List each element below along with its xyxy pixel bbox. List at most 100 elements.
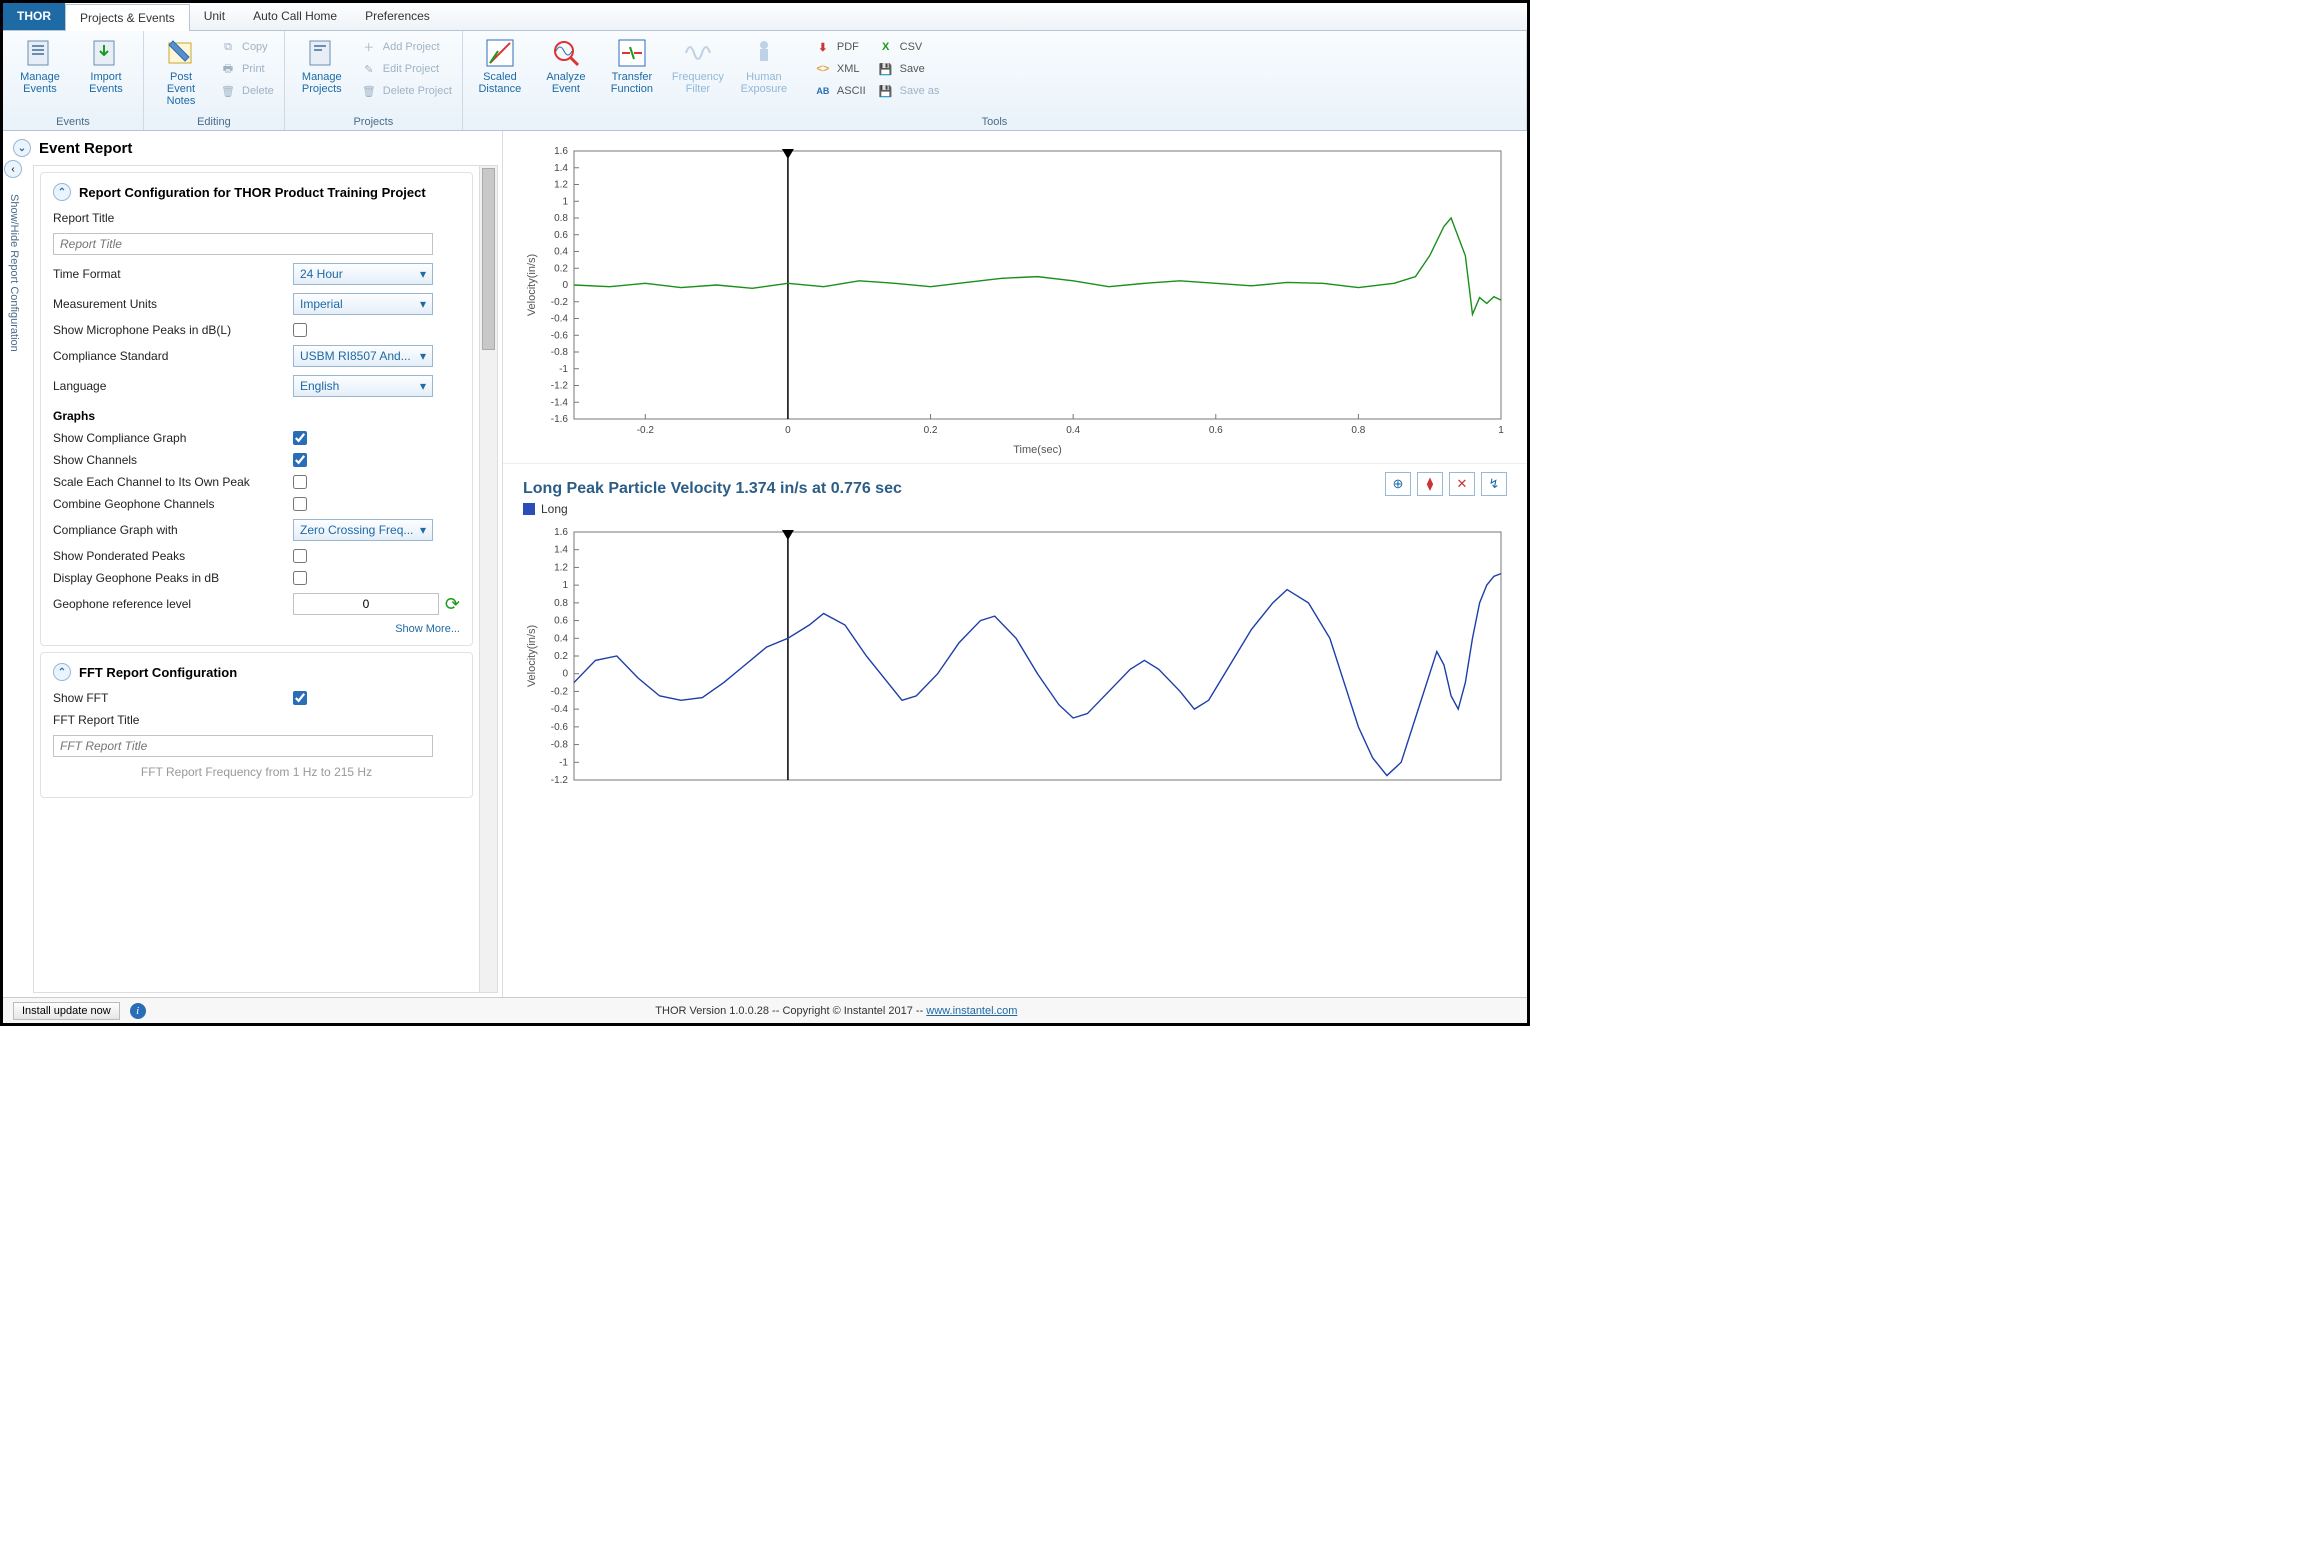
section-title-2: FFT Report Configuration	[79, 665, 237, 680]
manage-projects-button[interactable]: Manage Projects	[291, 33, 353, 99]
svg-text:-0.2: -0.2	[551, 297, 569, 308]
edit-project-button[interactable]: ✎Edit Project	[357, 59, 456, 79]
svg-text:-0.2: -0.2	[551, 686, 569, 697]
svg-text:0.4: 0.4	[1066, 425, 1080, 436]
refresh-icon[interactable]: ⟳	[445, 594, 460, 615]
display-db-checkbox[interactable]	[293, 571, 307, 585]
pdf-icon: ⬇	[815, 39, 831, 55]
show-fft-checkbox[interactable]	[293, 691, 307, 705]
side-collapse-button[interactable]: ‹	[4, 160, 22, 178]
svg-text:1.2: 1.2	[554, 180, 568, 191]
combine-checkbox[interactable]	[293, 497, 307, 511]
fft-freq-hint: FFT Report Frequency from 1 Hz to 215 Hz	[141, 765, 372, 779]
save-as-button[interactable]: 💾Save as	[874, 81, 944, 101]
svg-text:-1.2: -1.2	[551, 381, 569, 392]
mic-peaks-label: Show Microphone Peaks in dB(L)	[53, 323, 293, 337]
tab-preferences[interactable]: Preferences	[351, 3, 444, 30]
svg-text:1: 1	[562, 196, 568, 207]
ribbon: Manage Events Import Events Events Post …	[3, 31, 1527, 131]
xml-button[interactable]: <>XML	[811, 59, 870, 79]
transfer-function-button[interactable]: Transfer Function	[601, 33, 663, 99]
svg-text:0.8: 0.8	[554, 598, 568, 609]
analyze-event-button[interactable]: Analyze Event	[535, 33, 597, 99]
info-icon[interactable]: i	[130, 1003, 146, 1019]
chart-velocity-1: -1.6-1.4-1.2-1-0.8-0.6-0.4-0.200.20.40.6…	[519, 139, 1511, 459]
show-compliance-checkbox[interactable]	[293, 431, 307, 445]
instantel-link[interactable]: www.instantel.com	[926, 1005, 1017, 1017]
install-update-button[interactable]: Install update now	[13, 1002, 120, 1020]
report-title-input[interactable]	[53, 233, 433, 255]
scaled-distance-button[interactable]: Scaled Distance	[469, 33, 531, 99]
chart-toolbar: ⊕ ⧫ ✕ ↯	[1385, 472, 1507, 496]
save-button[interactable]: 💾Save	[874, 59, 944, 79]
svg-text:-0.8: -0.8	[551, 740, 569, 751]
show-channels-checkbox[interactable]	[293, 453, 307, 467]
time-format-dropdown[interactable]: 24 Hour	[293, 263, 433, 285]
cg-with-dropdown[interactable]: Zero Crossing Freq...	[293, 519, 433, 541]
add-project-button[interactable]: ＋Add Project	[357, 37, 456, 57]
copy-icon: ⧉	[220, 39, 236, 55]
frequency-filter-button[interactable]: Frequency Filter	[667, 33, 729, 99]
scale-each-checkbox[interactable]	[293, 475, 307, 489]
svg-text:-0.4: -0.4	[551, 704, 569, 715]
ref-level-input[interactable]	[293, 593, 439, 615]
compliance-label: Compliance Standard	[53, 349, 293, 363]
zoom-in-button[interactable]: ⊕	[1385, 472, 1411, 496]
csv-button[interactable]: XCSV	[874, 37, 944, 57]
svg-text:-0.8: -0.8	[551, 347, 569, 358]
chart-tool-4[interactable]: ↯	[1481, 472, 1507, 496]
chart-tool-3[interactable]: ✕	[1449, 472, 1475, 496]
language-dropdown[interactable]: English	[293, 375, 433, 397]
compliance-dropdown[interactable]: USBM RI8507 And...	[293, 345, 433, 367]
ponderated-checkbox[interactable]	[293, 549, 307, 563]
svg-text:0: 0	[562, 280, 568, 291]
show-more-link[interactable]: Show More...	[53, 623, 460, 635]
trash-icon: 🗑	[220, 83, 236, 99]
ascii-button[interactable]: ABASCII	[811, 81, 870, 101]
tab-unit[interactable]: Unit	[190, 3, 239, 30]
app-menu[interactable]: THOR	[3, 3, 65, 30]
human-exposure-button[interactable]: Human Exposure	[733, 33, 795, 99]
svg-text:-1.4: -1.4	[551, 397, 569, 408]
print-button[interactable]: 🖶Print	[216, 59, 278, 79]
chart-velocity-2: -1.2-1-0.8-0.6-0.4-0.200.20.40.60.811.21…	[519, 520, 1511, 800]
svg-text:0.2: 0.2	[924, 425, 938, 436]
version-text: THOR Version 1.0.0.28 -- Copyright © Ins…	[655, 1005, 926, 1017]
chart-tool-2[interactable]: ⧫	[1417, 472, 1443, 496]
group-label-editing: Editing	[150, 114, 278, 128]
post-event-notes-button[interactable]: Post Event Notes	[150, 33, 212, 111]
show-compliance-label: Show Compliance Graph	[53, 431, 293, 445]
mic-peaks-checkbox[interactable]	[293, 323, 307, 337]
show-fft-label: Show FFT	[53, 691, 293, 705]
print-icon: 🖶	[220, 61, 236, 77]
display-db-label: Display Geophone Peaks in dB	[53, 571, 293, 585]
page-title: Event Report	[39, 140, 132, 157]
svg-text:Time(sec): Time(sec)	[1013, 444, 1061, 456]
section-collapse-1[interactable]: ⌃	[53, 183, 71, 201]
svg-text:0.2: 0.2	[554, 651, 568, 662]
plus-icon: ＋	[361, 39, 377, 55]
title-collapse-button[interactable]: ⌄	[13, 139, 31, 157]
import-events-button[interactable]: Import Events	[75, 33, 137, 99]
copy-button[interactable]: ⧉Copy	[216, 37, 278, 57]
svg-text:-1.6: -1.6	[551, 414, 569, 425]
delete-project-button[interactable]: 🗑Delete Project	[357, 81, 456, 101]
svg-text:-0.6: -0.6	[551, 722, 569, 733]
scrollbar[interactable]	[479, 166, 497, 992]
delete-button[interactable]: 🗑Delete	[216, 81, 278, 101]
legend-label: Long	[541, 502, 568, 516]
tab-auto-call-home[interactable]: Auto Call Home	[239, 3, 351, 30]
manage-events-button[interactable]: Manage Events	[9, 33, 71, 99]
svg-text:-0.2: -0.2	[637, 425, 655, 436]
units-label: Measurement Units	[53, 297, 293, 311]
show-channels-label: Show Channels	[53, 453, 293, 467]
svg-text:1.2: 1.2	[554, 562, 568, 573]
fft-title-input[interactable]	[53, 735, 433, 757]
tab-projects-events[interactable]: Projects & Events	[65, 4, 190, 31]
chart-panel: -1.6-1.4-1.2-1-0.8-0.6-0.4-0.200.20.40.6…	[503, 131, 1527, 997]
pdf-button[interactable]: ⬇PDF	[811, 37, 870, 57]
section-collapse-2[interactable]: ⌃	[53, 663, 71, 681]
graphs-subhead: Graphs	[53, 409, 460, 423]
units-dropdown[interactable]: Imperial	[293, 293, 433, 315]
svg-text:0.4: 0.4	[554, 247, 568, 258]
